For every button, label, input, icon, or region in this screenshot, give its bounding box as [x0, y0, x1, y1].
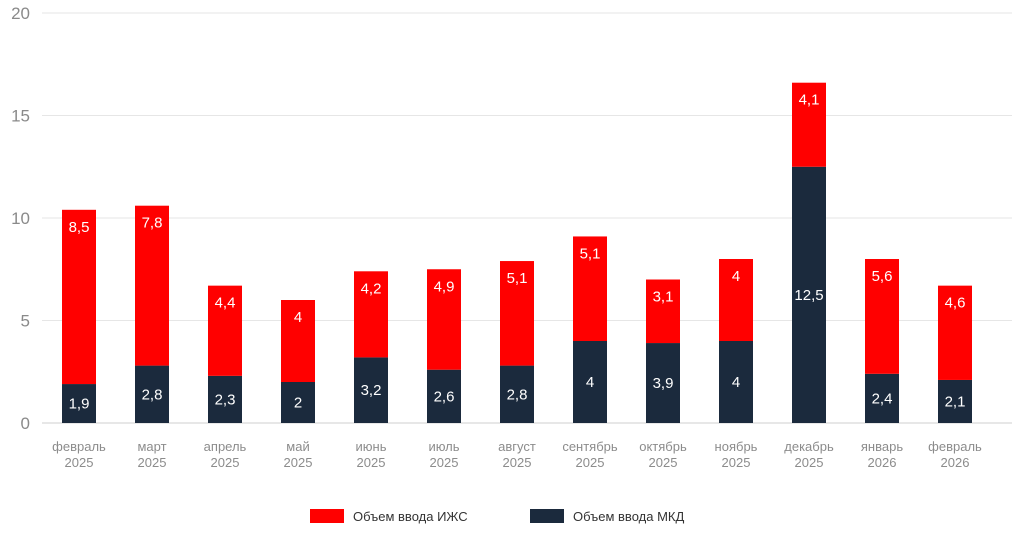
x-axis-ticks: февраль2025март2025апрель2025май2025июнь…: [52, 439, 982, 470]
data-label: 2,6: [434, 388, 455, 405]
data-label: 4: [294, 309, 302, 326]
x-tick-month: сентябрь: [562, 439, 618, 454]
data-label: 2,4: [872, 390, 893, 407]
bar-mkd: [354, 357, 388, 423]
x-tick-year: 2025: [795, 455, 824, 470]
data-label: 8,5: [69, 219, 90, 236]
bars: [62, 82, 972, 423]
bar-izhs: [500, 261, 534, 366]
bar-mkd: [500, 365, 534, 423]
x-tick-month: апрель: [204, 439, 247, 454]
bar-izhs: [281, 300, 315, 382]
bar-izhs: [865, 259, 899, 374]
data-label: 2,8: [142, 386, 163, 403]
x-tick-month: январь: [861, 439, 903, 454]
x-tick-month: июнь: [356, 439, 387, 454]
bar-mkd: [427, 369, 461, 423]
bar-izhs: [938, 285, 972, 380]
y-tick-label: 20: [11, 4, 30, 23]
x-tick-year: 2026: [868, 455, 897, 470]
y-tick-label: 5: [21, 312, 30, 331]
bar-izhs: [208, 285, 242, 376]
data-label: 4: [732, 268, 740, 285]
data-label: 2,3: [215, 391, 236, 408]
x-tick-year: 2026: [941, 455, 970, 470]
bar-izhs: [792, 82, 826, 167]
bar-mkd: [573, 341, 607, 423]
data-label: 5,6: [872, 268, 893, 285]
data-label: 5,1: [580, 245, 601, 262]
x-tick-month: февраль: [52, 439, 106, 454]
x-tick-year: 2025: [430, 455, 459, 470]
x-tick-year: 2025: [65, 455, 94, 470]
data-label: 4: [732, 374, 740, 391]
data-label: 3,1: [653, 289, 674, 306]
data-label: 7,8: [142, 215, 163, 232]
x-tick-month: декабрь: [784, 439, 834, 454]
data-label: 4,2: [361, 280, 382, 297]
bar-izhs: [646, 279, 680, 344]
bar-mkd: [135, 365, 169, 423]
y-tick-label: 10: [11, 209, 30, 228]
data-label: 5,1: [507, 270, 528, 287]
x-tick-year: 2025: [357, 455, 386, 470]
data-label: 1,9: [69, 396, 90, 413]
data-label: 4: [586, 374, 594, 391]
grid-lines: [42, 12, 1012, 424]
bar-izhs: [354, 271, 388, 358]
data-label: 12,5: [794, 287, 823, 304]
bar-mkd: [281, 382, 315, 423]
x-tick-month: февраль: [928, 439, 982, 454]
bar-mkd: [792, 166, 826, 423]
x-tick-month: март: [137, 439, 166, 454]
data-label: 4,4: [215, 295, 236, 312]
x-tick-month: август: [498, 439, 536, 454]
data-label: 2,1: [945, 393, 966, 410]
legend-label: Объем ввода ИЖС: [353, 509, 468, 524]
bar-mkd: [719, 341, 753, 423]
bar-mkd: [208, 375, 242, 423]
x-tick-month: май: [286, 439, 309, 454]
x-tick-year: 2025: [722, 455, 751, 470]
bar-izhs: [719, 259, 753, 341]
data-label: 3,2: [361, 382, 382, 399]
x-tick-month: ноябрь: [715, 439, 758, 454]
data-labels: 1,9 8,5 2,8 7,8 2,3 4,4 2 4 3,2 4,2 2,6 4,9 2,8 5,1 4 5…: [69, 92, 966, 413]
data-label: 2: [294, 395, 302, 412]
y-tick-label: 15: [11, 107, 30, 126]
data-label: 3,9: [653, 375, 674, 392]
bar-mkd: [938, 379, 972, 423]
bar-mkd: [62, 384, 96, 423]
y-tick-label: 0: [21, 414, 30, 433]
bar-izhs: [135, 205, 169, 366]
legend-swatch: [530, 509, 564, 523]
x-tick-year: 2025: [284, 455, 313, 470]
data-label: 4,1: [799, 92, 820, 109]
data-label: 2,8: [507, 386, 528, 403]
x-tick-year: 2025: [211, 455, 240, 470]
bar-izhs: [427, 269, 461, 370]
x-tick-month: июль: [428, 439, 459, 454]
legend-label: Объем ввода МКД: [573, 509, 684, 524]
y-axis-ticks: 0 5 10 15 20: [11, 4, 30, 433]
bar-izhs: [62, 209, 96, 385]
x-tick-year: 2025: [649, 455, 678, 470]
x-tick-year: 2025: [138, 455, 167, 470]
bar-mkd: [865, 373, 899, 423]
bar-izhs: [573, 236, 607, 341]
legend: Объем ввода ИЖС Объем ввода МКД: [310, 509, 684, 524]
x-tick-year: 2025: [576, 455, 605, 470]
x-tick-year: 2025: [503, 455, 532, 470]
x-tick-month: октябрь: [639, 439, 687, 454]
data-label: 4,9: [434, 278, 455, 295]
bar-mkd: [646, 343, 680, 423]
legend-swatch: [310, 509, 344, 523]
data-label: 4,6: [945, 295, 966, 312]
